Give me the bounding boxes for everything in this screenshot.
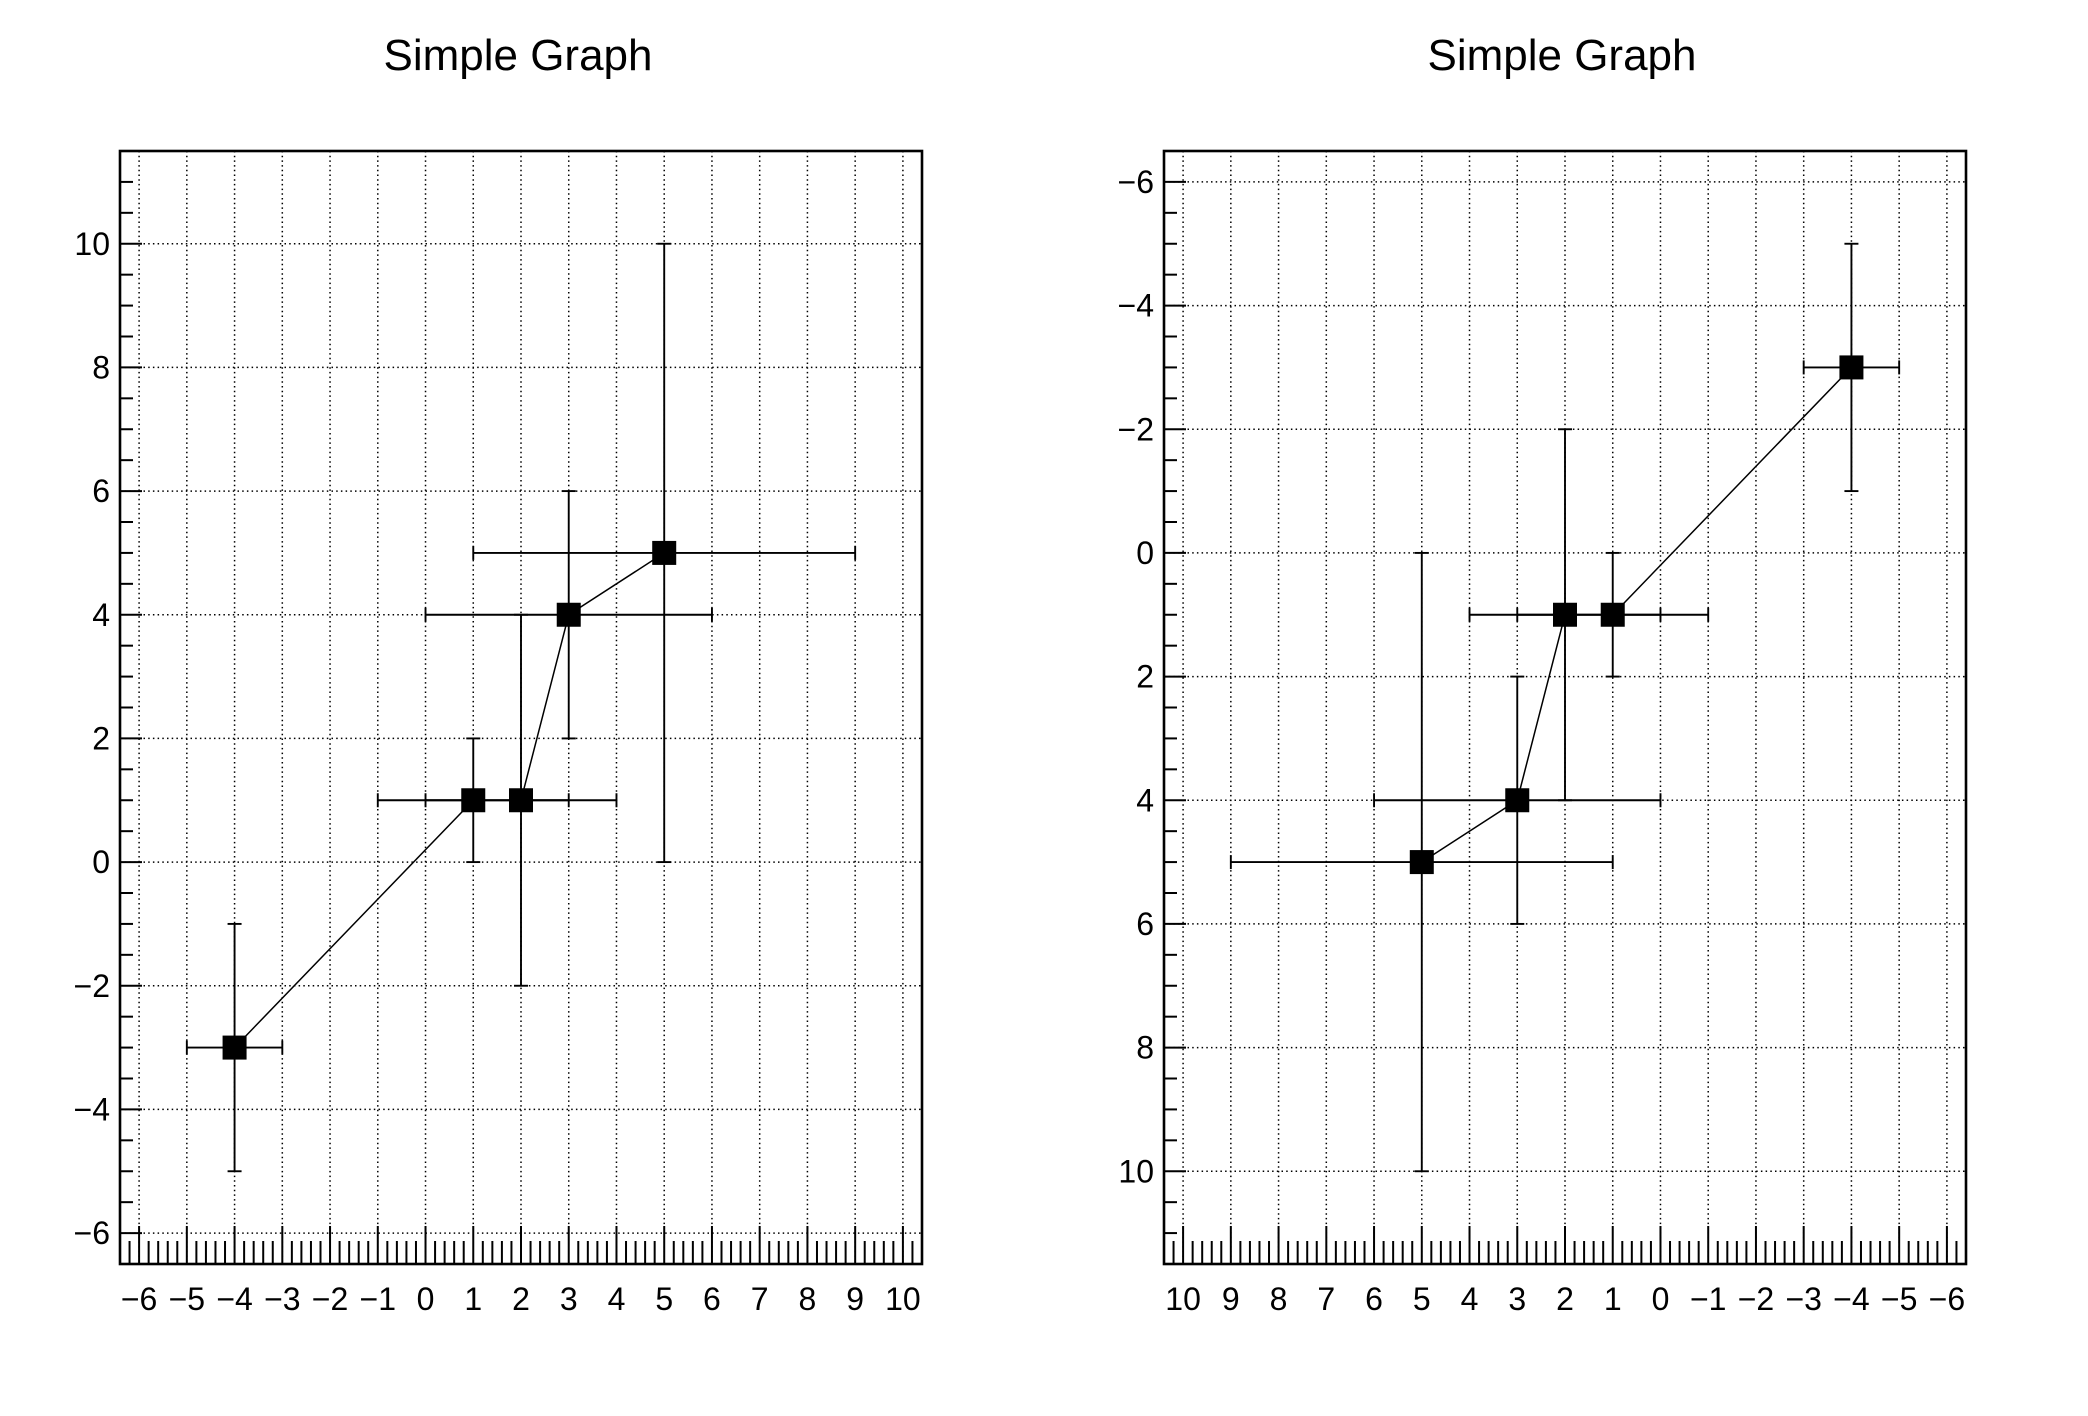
markers: [222, 540, 677, 1060]
y-tick-label: 0: [92, 844, 110, 880]
x-tick-label: 5: [655, 1281, 673, 1317]
x-tick-label: 4: [608, 1281, 626, 1317]
pad-right: 10 9 8 7 6 5 4 3 2 1 0 −1 −2 −3 −4 −5 −6 −6 −4 −2 0 2 4 6 8 10 Sim…: [1044, 0, 2088, 1416]
data-point-marker: [1409, 850, 1434, 875]
x-tick-label: −1: [360, 1281, 396, 1317]
x-tick-label: −5: [169, 1281, 205, 1317]
y-tick-label: 2: [92, 720, 110, 756]
y-tick-label: −6: [74, 1215, 110, 1251]
x-tick-label: −3: [264, 1281, 300, 1317]
x-tick-label: −4: [216, 1281, 252, 1317]
x-tick-label: 8: [1270, 1281, 1288, 1317]
y-tick-label: −2: [74, 968, 110, 1004]
y-tick-label: 2: [1136, 659, 1154, 695]
data-point-marker: [1553, 602, 1577, 627]
data-point-marker: [1839, 355, 1864, 380]
x-tick-label: 7: [751, 1281, 769, 1317]
x-axis-labels: −6 −5 −4 −3 −2 −1 0 1 2 3 4 5 6 7 8 9 10: [121, 1281, 921, 1317]
x-tick-label: 8: [799, 1281, 817, 1317]
data-point-marker: [652, 540, 677, 565]
markers: [1409, 355, 1864, 875]
x-tick-label: 5: [1413, 1281, 1431, 1317]
x-tick-label: −4: [1833, 1281, 1869, 1317]
y-tick-label: 4: [1136, 782, 1154, 818]
data-point-marker: [1505, 788, 1530, 813]
error-bars: [185, 242, 857, 1173]
x-tick-label: −6: [121, 1281, 157, 1317]
x-tick-label: 10: [1165, 1281, 1201, 1317]
data-point-marker: [556, 602, 581, 627]
chart-title: Simple Graph: [1427, 31, 1696, 80]
x-tick-label: 6: [1365, 1281, 1383, 1317]
x-tick-label: 3: [560, 1281, 578, 1317]
y-tick-label: 10: [74, 226, 110, 262]
axis-ticks: [120, 180, 914, 1264]
pad-left: −6 −5 −4 −3 −2 −1 0 1 2 3 4 5 6 7 8 9 10 −6 −4 −2 0 2 4 6 8 10 Sim…: [74, 31, 924, 1317]
x-tick-label: 2: [1556, 1281, 1574, 1317]
x-axis-labels: 10 9 8 7 6 5 4 3 2 1 0 −1 −2 −3 −4 −5 −6: [1165, 1281, 1965, 1317]
x-tick-label: 0: [1652, 1281, 1670, 1317]
x-tick-label: 9: [1222, 1281, 1240, 1317]
y-axis-labels: −6 −4 −2 0 2 4 6 8 10: [1118, 164, 1154, 1189]
data-point-marker: [509, 788, 533, 813]
x-tick-label: 1: [464, 1281, 482, 1317]
y-tick-label: −2: [1118, 411, 1154, 447]
x-tick-label: 6: [703, 1281, 721, 1317]
y-tick-label: −6: [1118, 164, 1154, 200]
y-tick-label: 0: [1136, 535, 1154, 571]
x-tick-label: −2: [312, 1281, 348, 1317]
error-bars: [1229, 242, 1901, 1173]
y-tick-label: 4: [92, 597, 110, 633]
x-tick-label: 3: [1508, 1281, 1526, 1317]
y-tick-label: 6: [1136, 906, 1154, 942]
chart-title: Simple Graph: [383, 31, 652, 80]
y-tick-label: 8: [1136, 1030, 1154, 1066]
data-point-marker: [1600, 602, 1625, 627]
x-tick-label: −2: [1738, 1281, 1774, 1317]
x-tick-label: −6: [1929, 1281, 1965, 1317]
y-tick-label: 6: [92, 473, 110, 509]
y-tick-label: −4: [74, 1091, 110, 1127]
x-tick-label: −3: [1785, 1281, 1821, 1317]
data-point-marker: [222, 1035, 247, 1060]
x-tick-label: 10: [885, 1281, 921, 1317]
x-tick-label: 7: [1317, 1281, 1335, 1317]
x-tick-label: −5: [1881, 1281, 1917, 1317]
data-point-marker: [461, 788, 486, 813]
x-tick-label: 4: [1461, 1281, 1479, 1317]
y-axis-labels: −6 −4 −2 0 2 4 6 8 10: [74, 226, 110, 1251]
chart-reversed-axes: 10 9 8 7 6 5 4 3 2 1 0 −1 −2 −3 −4 −5 −6−6−4−20246810Sim…: [1118, 31, 1968, 1317]
x-tick-label: 2: [512, 1281, 530, 1317]
plot-frame: [1162, 149, 1968, 1266]
y-tick-label: −4: [1118, 288, 1154, 324]
x-tick-label: −1: [1690, 1281, 1726, 1317]
y-tick-label: 10: [1118, 1153, 1154, 1189]
axis-ticks: [1164, 180, 1958, 1264]
chart-normal-axes: −6 −5 −4 −3 −2 −1 0 1 2 3 4 5 6 7 8 9 10−6−4−20246810Sim…: [74, 31, 924, 1317]
x-tick-label: 1: [1604, 1281, 1622, 1317]
y-tick-label: 8: [92, 349, 110, 385]
x-tick-label: 0: [417, 1281, 435, 1317]
plot-frame: [118, 149, 924, 1266]
x-tick-label: 9: [846, 1281, 864, 1317]
